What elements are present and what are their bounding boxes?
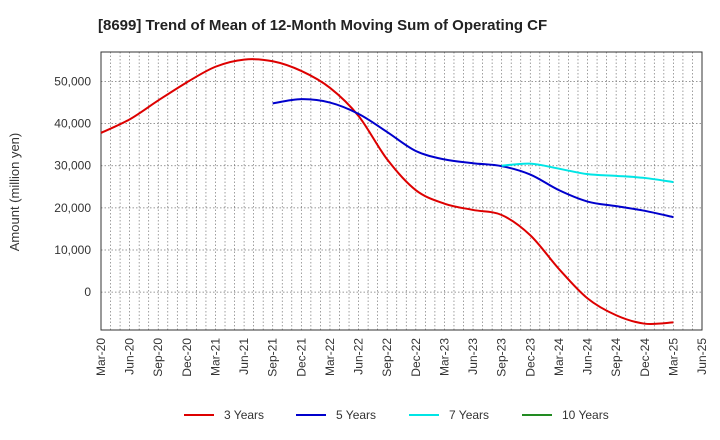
x-tick-label: Mar-20 bbox=[94, 338, 108, 376]
x-tick-label: Dec-24 bbox=[638, 338, 652, 377]
x-tick-label: Mar-24 bbox=[552, 338, 566, 376]
x-tick-label: Mar-22 bbox=[323, 338, 337, 376]
x-tick-label: Dec-22 bbox=[409, 338, 423, 377]
y-tick-label: 40,000 bbox=[54, 117, 91, 131]
y-tick-label: 0 bbox=[84, 285, 91, 299]
grid-lines bbox=[101, 52, 702, 330]
y-tick-label: 20,000 bbox=[54, 201, 91, 215]
x-tick-label: Jun-24 bbox=[581, 338, 595, 375]
x-tick-label: Mar-25 bbox=[666, 338, 680, 376]
series-line-7-years bbox=[501, 162, 674, 184]
legend-label-7-years: 7 Years bbox=[449, 408, 489, 422]
x-tick-label: Jun-23 bbox=[466, 338, 480, 375]
x-tick-label: Dec-20 bbox=[180, 338, 194, 377]
x-tick-label: Mar-23 bbox=[437, 338, 451, 376]
series-line-5-years bbox=[272, 98, 674, 219]
x-tick-label: Sep-24 bbox=[609, 338, 623, 377]
series-layer bbox=[100, 58, 674, 326]
series-line-3-years bbox=[100, 58, 674, 326]
x-tick-label: Sep-21 bbox=[266, 338, 280, 377]
legend: 3 Years 5 Years 7 Years 10 Years bbox=[184, 408, 609, 422]
x-tick-label: Dec-23 bbox=[523, 338, 537, 377]
y-axis: 0 10,000 20,000 30,000 40,000 50,000 bbox=[54, 74, 91, 299]
x-tick-label: Jun-20 bbox=[123, 338, 137, 375]
chart-title: [8699] Trend of Mean of 12-Month Moving … bbox=[98, 17, 547, 34]
x-tick-label: Sep-23 bbox=[495, 338, 509, 377]
y-tick-label: 10,000 bbox=[54, 243, 91, 257]
x-tick-label: Jun-22 bbox=[352, 338, 366, 375]
x-tick-label: Dec-21 bbox=[294, 338, 308, 377]
y-tick-label: 30,000 bbox=[54, 159, 91, 173]
plot-area bbox=[100, 51, 703, 331]
y-tick-label: 50,000 bbox=[54, 74, 91, 88]
legend-label-3-years: 3 Years bbox=[224, 408, 264, 422]
x-tick-label: Sep-20 bbox=[151, 338, 165, 377]
x-tick-label: Mar-21 bbox=[208, 338, 222, 376]
x-tick-label: Jun-25 bbox=[695, 338, 709, 375]
legend-label-10-years: 10 Years bbox=[562, 408, 609, 422]
x-tick-label: Jun-21 bbox=[237, 338, 251, 375]
x-tick-label: Sep-22 bbox=[380, 338, 394, 377]
x-axis: Mar-20 Jun-20 Sep-20 Dec-20 Mar-21 Jun-21 Sep-… bbox=[94, 338, 709, 377]
y-axis-label: Amount (million yen) bbox=[7, 133, 22, 252]
legend-label-5-years: 5 Years bbox=[336, 408, 376, 422]
